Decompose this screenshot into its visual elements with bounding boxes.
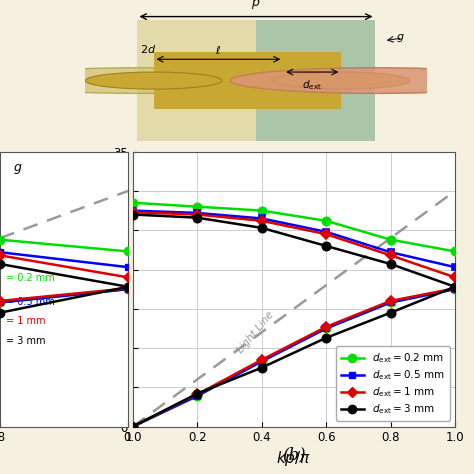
Ellipse shape — [273, 72, 410, 89]
Text: $2d$: $2d$ — [140, 43, 156, 55]
Text: Light Line: Light Line — [235, 310, 275, 355]
Text: $g$: $g$ — [13, 162, 22, 176]
Text: = 1 mm: = 1 mm — [6, 317, 46, 327]
Text: (b): (b) — [282, 447, 306, 464]
Ellipse shape — [230, 68, 474, 93]
Y-axis label: Frequency [GHz]: Frequency [GHz] — [96, 237, 109, 341]
Ellipse shape — [0, 68, 282, 93]
Ellipse shape — [85, 72, 222, 89]
Text: $g$: $g$ — [396, 32, 404, 44]
Text: = 0.2 mm: = 0.2 mm — [6, 273, 55, 283]
Bar — [256, 20, 375, 141]
Text: = 3 mm: = 3 mm — [6, 336, 46, 346]
X-axis label: $kp/\pi$: $kp/\pi$ — [276, 448, 311, 468]
Bar — [137, 20, 375, 141]
Ellipse shape — [230, 68, 474, 93]
Text: $d_{\mathrm{ext}}$: $d_{\mathrm{ext}}$ — [302, 78, 322, 91]
Bar — [154, 52, 341, 109]
Legend: $d_{\mathrm{ext}} = 0.2$ mm, $d_{\mathrm{ext}} = 0.5$ mm, $d_{\mathrm{ext}} = 1$: $d_{\mathrm{ext}} = 0.2$ mm, $d_{\mathrm… — [336, 346, 450, 421]
Text: $\ell$: $\ell$ — [215, 45, 221, 56]
Text: $p$: $p$ — [251, 0, 261, 11]
Text: = 0.5 mm: = 0.5 mm — [6, 297, 55, 307]
